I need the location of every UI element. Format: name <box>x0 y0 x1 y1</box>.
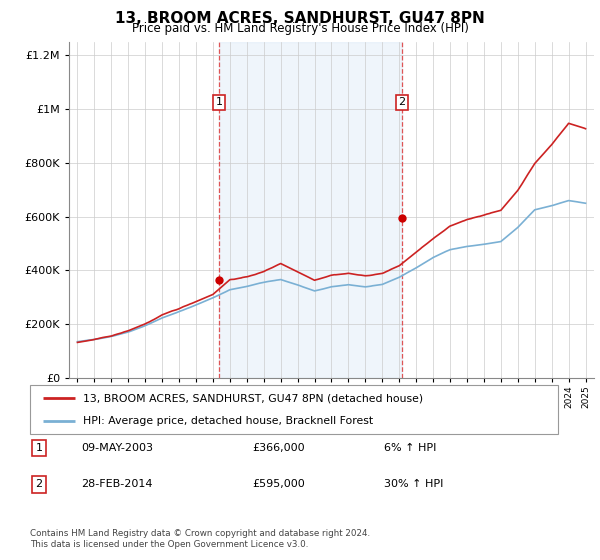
Text: 09-MAY-2003: 09-MAY-2003 <box>81 443 153 453</box>
Text: HPI: Average price, detached house, Bracknell Forest: HPI: Average price, detached house, Brac… <box>83 416 373 426</box>
Text: £595,000: £595,000 <box>252 479 305 489</box>
Text: 6% ↑ HPI: 6% ↑ HPI <box>384 443 436 453</box>
Text: 28-FEB-2014: 28-FEB-2014 <box>81 479 152 489</box>
Text: 13, BROOM ACRES, SANDHURST, GU47 8PN (detached house): 13, BROOM ACRES, SANDHURST, GU47 8PN (de… <box>83 393 423 403</box>
Text: 1: 1 <box>35 443 43 453</box>
Text: 13, BROOM ACRES, SANDHURST, GU47 8PN: 13, BROOM ACRES, SANDHURST, GU47 8PN <box>115 11 485 26</box>
Text: 2: 2 <box>398 97 406 108</box>
Text: £366,000: £366,000 <box>252 443 305 453</box>
Text: Price paid vs. HM Land Registry's House Price Index (HPI): Price paid vs. HM Land Registry's House … <box>131 22 469 35</box>
Bar <box>219 42 402 378</box>
Text: 2: 2 <box>35 479 43 489</box>
FancyBboxPatch shape <box>30 385 558 434</box>
Text: 30% ↑ HPI: 30% ↑ HPI <box>384 479 443 489</box>
Text: 1: 1 <box>215 97 223 108</box>
Text: Contains HM Land Registry data © Crown copyright and database right 2024.
This d: Contains HM Land Registry data © Crown c… <box>30 529 370 549</box>
